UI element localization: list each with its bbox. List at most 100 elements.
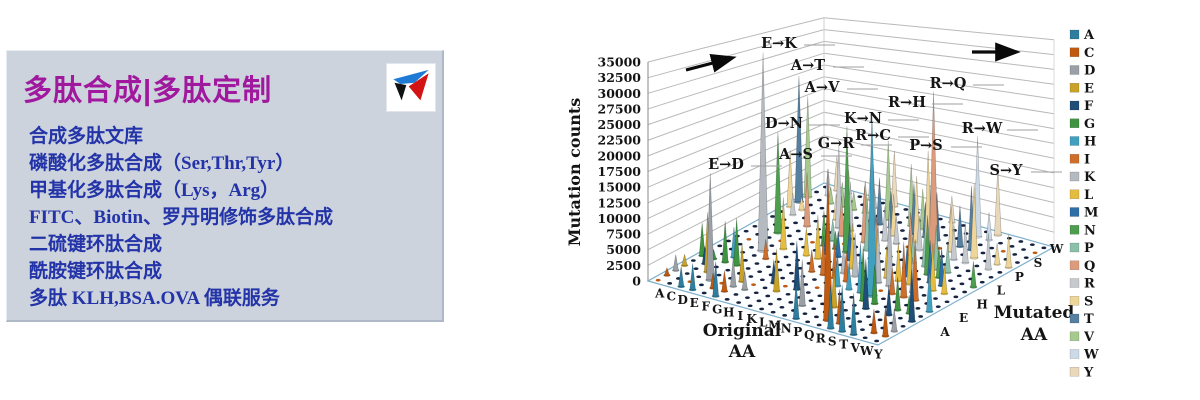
- legend-swatch: [1069, 349, 1080, 359]
- floor-dot: [724, 298, 730, 301]
- x-axis-letter: R: [816, 331, 827, 345]
- x-axis-letter: N: [781, 322, 792, 336]
- floor-dot: [803, 283, 809, 286]
- x-axis-letter: F: [701, 299, 710, 313]
- cone-spike: [845, 262, 853, 290]
- z-axis-letter: S: [1034, 256, 1043, 270]
- x-axis-letter: Q: [804, 328, 814, 342]
- cone-spike: [803, 227, 810, 256]
- legend-label: E: [1084, 81, 1094, 96]
- service-item: 磷酸化多肽合成（Ser,Thr,Tyr）: [29, 153, 295, 174]
- cone-spike: [870, 308, 878, 334]
- x-axis-letter: T: [839, 338, 848, 352]
- floor-dot: [979, 280, 985, 284]
- floor-dot: [862, 336, 868, 340]
- floor-dot: [783, 255, 789, 259]
- cone-spike: [779, 197, 787, 250]
- cone-spike: [842, 126, 852, 253]
- floor-dot: [765, 294, 771, 298]
- floor-dot: [1041, 246, 1047, 250]
- cone-spike: [689, 263, 696, 291]
- floor-dot: [843, 308, 848, 312]
- cone-spike: [830, 266, 838, 308]
- cone-spike: [786, 150, 794, 207]
- floor-dot: [997, 271, 1003, 274]
- floor-dot: [816, 198, 822, 202]
- floor-dot: [795, 229, 801, 233]
- floor-dot: [751, 283, 756, 286]
- cone-spike: [926, 268, 933, 312]
- annotation-label: A→V: [804, 79, 840, 96]
- cone-spike: [908, 269, 916, 322]
- floor-dot: [759, 278, 765, 282]
- cone-spike: [884, 140, 893, 220]
- floor-dot: [743, 229, 749, 233]
- floor-dot: [716, 273, 722, 277]
- floor-dot: [777, 268, 783, 272]
- service-item: 甲基化多肽合成（Lys，Arg）: [29, 180, 280, 201]
- floor-dot: [918, 285, 924, 289]
- cone-spike: [973, 136, 982, 238]
- annotation-label: K→N: [844, 110, 882, 127]
- floor-dot: [1000, 249, 1006, 253]
- cone-spike: [889, 268, 896, 295]
- legend-label: L: [1084, 188, 1093, 203]
- floor-dot: [921, 294, 927, 297]
- annotation-label: D→N: [765, 115, 803, 132]
- cone-spike: [851, 232, 859, 277]
- floor-dot: [1009, 245, 1015, 248]
- floor-dot: [690, 259, 696, 262]
- floor-dot: [974, 264, 980, 268]
- legend-swatch: [1069, 331, 1080, 341]
- y-axis-title: Mutation counts: [565, 98, 584, 247]
- cone-spike: [792, 281, 800, 319]
- floor-dot: [877, 318, 883, 322]
- annotation-label: R→C: [855, 127, 891, 144]
- floor-dot: [743, 259, 748, 262]
- annotation-label: E→D: [708, 156, 744, 173]
- floor-dot: [808, 203, 813, 207]
- wall-gridline: [647, 29, 1055, 79]
- floor-dot: [950, 287, 956, 291]
- x-axis-title: AA: [728, 342, 756, 362]
- floor-dot: [857, 320, 863, 323]
- cone-spike: [712, 261, 719, 297]
- floor-dot: [753, 291, 759, 295]
- floor-dot: [725, 268, 731, 272]
- floor-dot: [881, 297, 886, 301]
- cone-spike: [871, 264, 878, 304]
- floor-dot: [746, 237, 752, 241]
- legend-label: A: [1083, 28, 1095, 43]
- legend-swatch: [1069, 189, 1080, 199]
- floor-dot: [816, 323, 822, 327]
- cone-spike: [916, 215, 923, 251]
- cone-spike: [773, 132, 783, 233]
- logo-triangle-icon: [393, 69, 429, 101]
- x-axis-letter: H: [723, 306, 734, 320]
- cone-spike: [721, 221, 729, 263]
- floor-dot: [980, 251, 986, 255]
- annotation-label: E→K: [761, 35, 798, 52]
- floor-dot: [943, 233, 949, 237]
- floor-dot: [977, 243, 983, 247]
- legend-swatch: [1069, 278, 1080, 288]
- cone-spike: [838, 196, 845, 236]
- cone-spike: [956, 205, 964, 247]
- legend-swatch: [1069, 65, 1080, 75]
- z-axis-letter: L: [997, 284, 1006, 298]
- y-tick-label: 32500: [598, 70, 642, 85]
- floor-dot: [998, 241, 1003, 245]
- floor-dot: [807, 232, 813, 236]
- y-tick-label: 5000: [606, 242, 641, 257]
- service-item: 合成多肽文库: [29, 126, 144, 147]
- floor-dot: [814, 286, 820, 289]
- cone-spike: [881, 206, 889, 241]
- legend-swatch: [1069, 225, 1080, 235]
- cone-spike: [895, 242, 902, 282]
- floor-dot: [745, 296, 750, 299]
- y-tick-label: 27500: [598, 101, 642, 116]
- floor-dot: [988, 275, 994, 279]
- cone-spike: [944, 241, 951, 273]
- cone-spike: [929, 243, 937, 291]
